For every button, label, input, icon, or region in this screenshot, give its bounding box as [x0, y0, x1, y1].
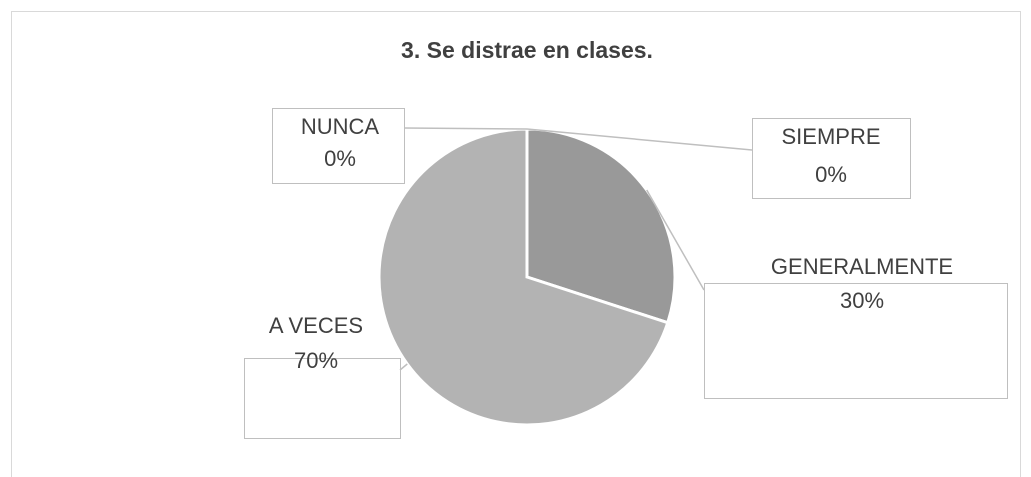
- label-box: [704, 283, 1008, 399]
- label-box: [752, 118, 911, 199]
- leader-line: [526, 128, 753, 151]
- slice-category: GENERALMENTE: [771, 254, 953, 279]
- slice-category: NUNCA: [301, 114, 380, 139]
- slice-category: SIEMPRE: [781, 124, 880, 149]
- label-box: [244, 358, 401, 439]
- slice-category: A VECES: [269, 313, 363, 338]
- leader-line: [403, 127, 528, 130]
- slice-value-label: 0%: [324, 146, 356, 171]
- chart-title: 3. Se distrae en clases.: [401, 37, 653, 63]
- leader-line: [646, 189, 705, 291]
- slice-value-label: 30%: [840, 288, 884, 313]
- slice-value-label: 70%: [294, 348, 338, 373]
- leader-line: [399, 363, 408, 371]
- pie-slice: [377, 127, 670, 427]
- slice-value-label: 0%: [815, 162, 847, 187]
- label-box: [272, 108, 405, 184]
